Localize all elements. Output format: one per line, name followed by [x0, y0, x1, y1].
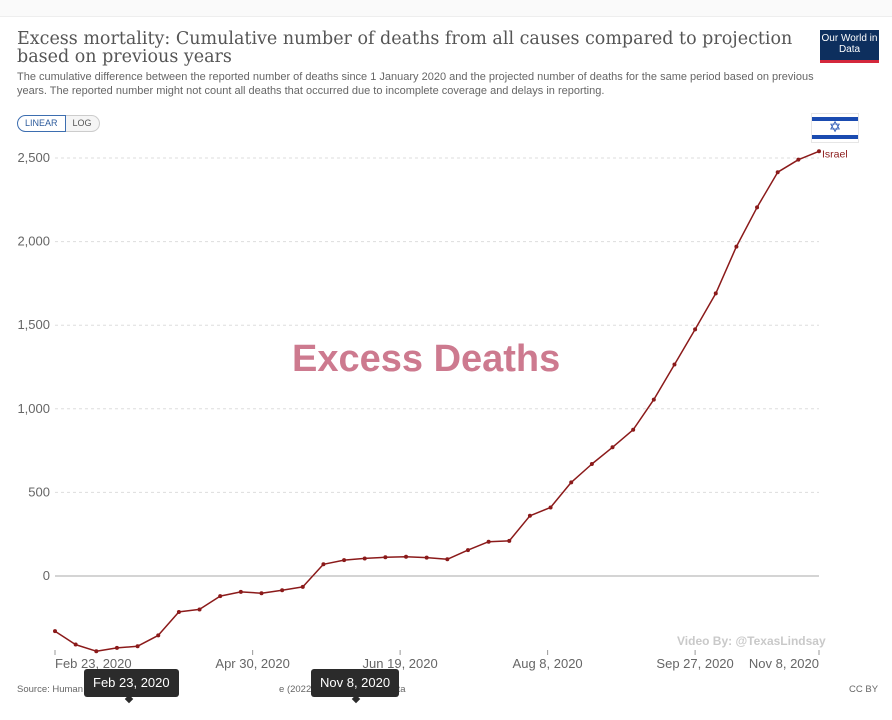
license-link[interactable]: CC BY	[849, 684, 879, 695]
linear-scale-button[interactable]: LINEAR	[17, 115, 66, 132]
x-tick-label: Sep 27, 2020	[656, 656, 733, 671]
data-point	[610, 445, 615, 450]
data-point	[383, 555, 388, 560]
data-point	[755, 205, 760, 210]
data-point	[94, 649, 99, 654]
y-tick-label: 2,500	[17, 150, 50, 165]
data-point	[507, 538, 512, 543]
data-point	[465, 548, 470, 553]
data-point	[775, 170, 780, 175]
scale-toggle: LINEAR LOG	[17, 115, 100, 132]
log-scale-button[interactable]: LOG	[65, 115, 100, 132]
data-point	[445, 557, 450, 562]
data-point	[651, 397, 656, 402]
data-point	[342, 558, 347, 563]
source-text-left: Source: Human	[17, 684, 84, 695]
data-point	[672, 362, 677, 367]
x-tick-label: Aug 8, 2020	[513, 656, 583, 671]
israel-flag-icon: ✡	[811, 113, 859, 143]
data-point	[569, 480, 574, 485]
data-point	[548, 505, 553, 510]
owid-logo[interactable]: Our World in Data	[820, 30, 879, 63]
chart-title: Excess mortality: Cumulative number of d…	[17, 29, 793, 67]
data-point	[589, 461, 594, 466]
data-point	[404, 554, 409, 559]
timeline-end-label[interactable]: Nov 8, 2020	[311, 669, 400, 697]
y-tick-label: 1,000	[17, 401, 50, 416]
data-point	[73, 642, 78, 647]
data-point	[713, 291, 718, 296]
timeline-start-label[interactable]: Feb 23, 2020	[84, 669, 179, 697]
y-tick-label: 0	[43, 568, 50, 583]
data-point	[238, 589, 243, 594]
data-point	[135, 644, 140, 649]
data-point	[734, 244, 739, 249]
data-point	[176, 609, 181, 614]
data-point	[817, 149, 821, 154]
data-point	[321, 562, 326, 567]
series-label-israel: Israel	[822, 148, 848, 160]
data-point	[796, 157, 801, 162]
data-point	[114, 645, 119, 650]
data-point	[527, 513, 532, 518]
data-point	[259, 591, 264, 596]
chart-subtitle: The cumulative difference between the re…	[17, 71, 814, 97]
y-tick-label: 1,500	[17, 317, 50, 332]
data-point	[280, 588, 285, 593]
data-point	[218, 594, 223, 599]
watermark-text: Excess Deaths	[292, 338, 561, 380]
x-tick-label: Jun 19, 2020	[363, 656, 438, 671]
x-tick-label: Apr 30, 2020	[215, 656, 289, 671]
top-bar	[0, 0, 892, 17]
series-line-israel	[54, 150, 820, 652]
y-tick-label: 2,000	[17, 234, 50, 249]
data-point	[486, 539, 491, 544]
y-tick-label: 500	[28, 484, 50, 499]
data-point	[53, 629, 57, 634]
video-credit: Video By: @TexasLindsay	[677, 634, 826, 648]
data-point	[362, 556, 367, 561]
x-tick-label: Nov 8, 2020	[749, 656, 819, 671]
data-point	[300, 584, 305, 589]
data-point	[197, 607, 202, 612]
data-point	[631, 427, 636, 432]
data-point	[424, 555, 429, 560]
data-point	[693, 327, 698, 332]
x-tick-label: Feb 23, 2020	[55, 656, 132, 671]
data-point	[156, 633, 161, 638]
